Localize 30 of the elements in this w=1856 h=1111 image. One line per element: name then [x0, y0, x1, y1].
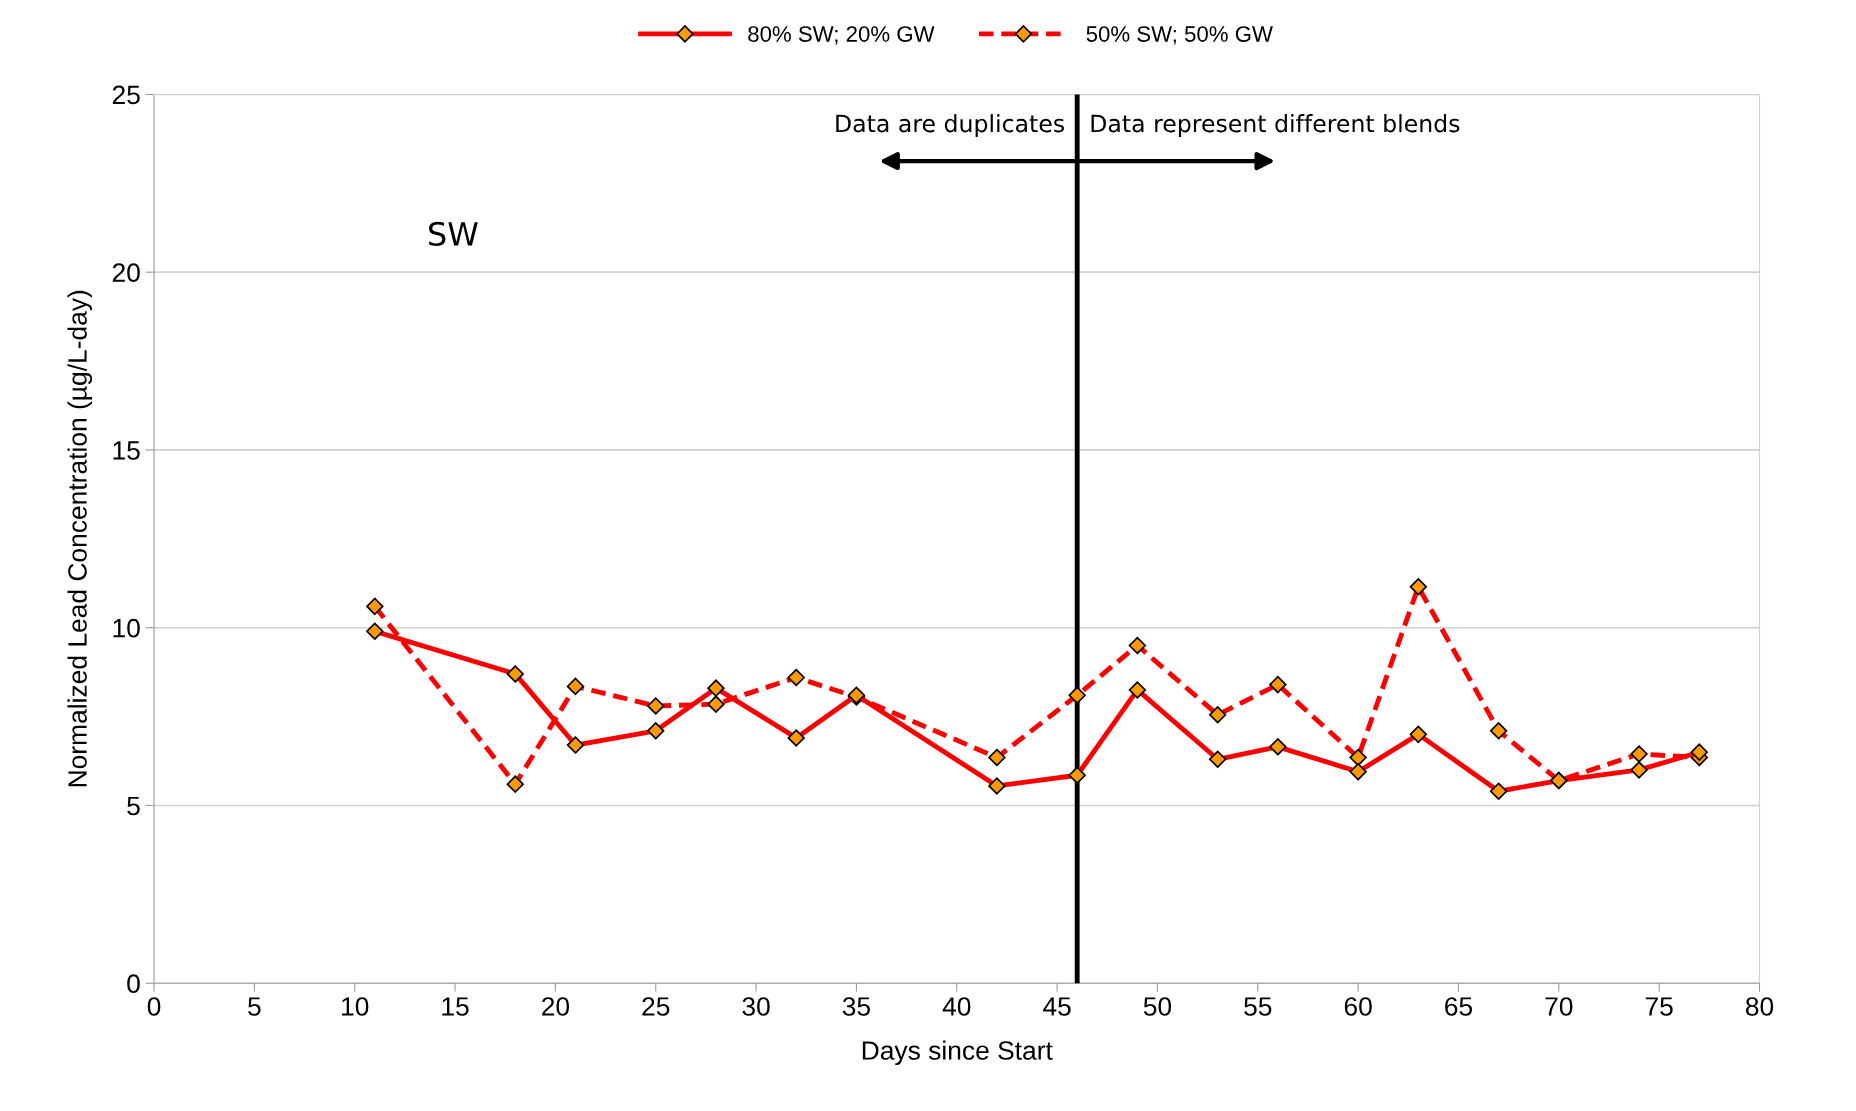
- x-tick-label: 20: [542, 997, 570, 1016]
- x-tick-label: 75: [1645, 997, 1673, 1016]
- legend-label: 80% SW; 20% GW: [748, 26, 935, 45]
- y-tick-label: 0: [127, 974, 140, 994]
- annotation: Data are duplicates: [836, 114, 1064, 137]
- x-tick-label: 35: [842, 997, 870, 1016]
- y-tick-label: 5: [127, 796, 140, 816]
- x-tick-label: 5: [248, 997, 261, 1016]
- x-axis-title: Days since Start: [862, 1040, 1053, 1066]
- y-tick-label: 15: [113, 441, 140, 460]
- x-tick-label: 80: [1745, 997, 1774, 1016]
- x-tick-label: 45: [1043, 997, 1071, 1016]
- x-tick-label: 15: [442, 997, 469, 1016]
- x-tick-label: 0: [147, 997, 161, 1016]
- y-axis-title: Normalized Lead Concentration (µg/L-day): [67, 290, 93, 787]
- x-tick-label: 65: [1445, 997, 1473, 1016]
- x-tick-label: 50: [1143, 997, 1172, 1016]
- x-tick-label: 40: [942, 997, 971, 1016]
- annotation: SW: [429, 221, 478, 246]
- x-tick-label: 30: [742, 997, 770, 1016]
- x-tick-label: 55: [1244, 997, 1272, 1016]
- x-tick-label: 60: [1344, 997, 1372, 1016]
- x-tick-label: 10: [342, 997, 369, 1016]
- y-tick-label: 25: [112, 85, 140, 105]
- x-tick-label: 70: [1545, 997, 1573, 1016]
- y-tick-label: 20: [112, 263, 140, 283]
- y-tick-label: 10: [113, 618, 140, 638]
- legend-label: 50% SW; 50% GW: [1086, 26, 1273, 45]
- x-tick-label: 25: [642, 997, 670, 1016]
- annotation: Data represent different blends: [1091, 114, 1460, 137]
